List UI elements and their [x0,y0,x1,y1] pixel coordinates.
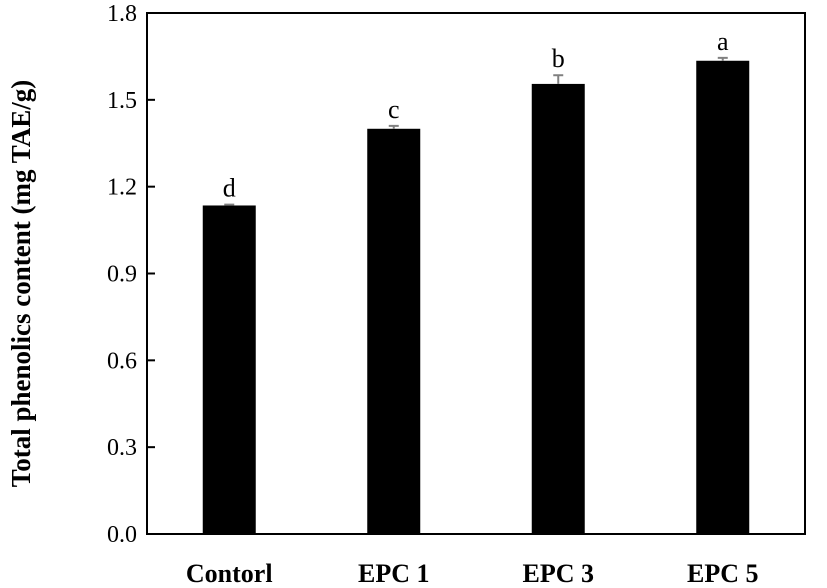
y-tick-label: 1.2 [107,175,137,201]
significance-letter: c [388,95,400,124]
y-axis-ticks: 0.0 0.3 0.6 0.9 1.2 1.5 1.8 [107,1,155,548]
x-tick-label: EPC 3 [523,559,595,588]
significance-letter: d [223,174,236,203]
y-tick-label: 0.6 [107,348,137,374]
significance-letters: d c b a [223,27,729,203]
bar [367,128,421,534]
x-tick-label: EPC 1 [358,559,430,588]
y-tick-label: 1.5 [107,88,137,114]
x-axis-labels: Contorl EPC 1 EPC 3 EPC 5 [186,559,759,588]
y-tick-label: 1.8 [107,1,137,27]
y-tick-label: 0.0 [107,522,137,548]
plot-frame [146,12,806,535]
bar [696,60,750,535]
significance-letter: b [552,44,565,73]
x-tick-label: Contorl [186,559,273,588]
bar [531,83,585,535]
bar [202,205,256,534]
error-bars [224,56,728,206]
y-tick-label: 0.3 [107,435,137,461]
significance-letter: a [717,27,729,56]
x-tick-label: EPC 5 [687,559,759,588]
y-tick-label: 0.9 [107,262,137,288]
y-axis-title: Total phenolics content (mg TAE/g) [6,80,36,488]
bars [202,60,750,535]
